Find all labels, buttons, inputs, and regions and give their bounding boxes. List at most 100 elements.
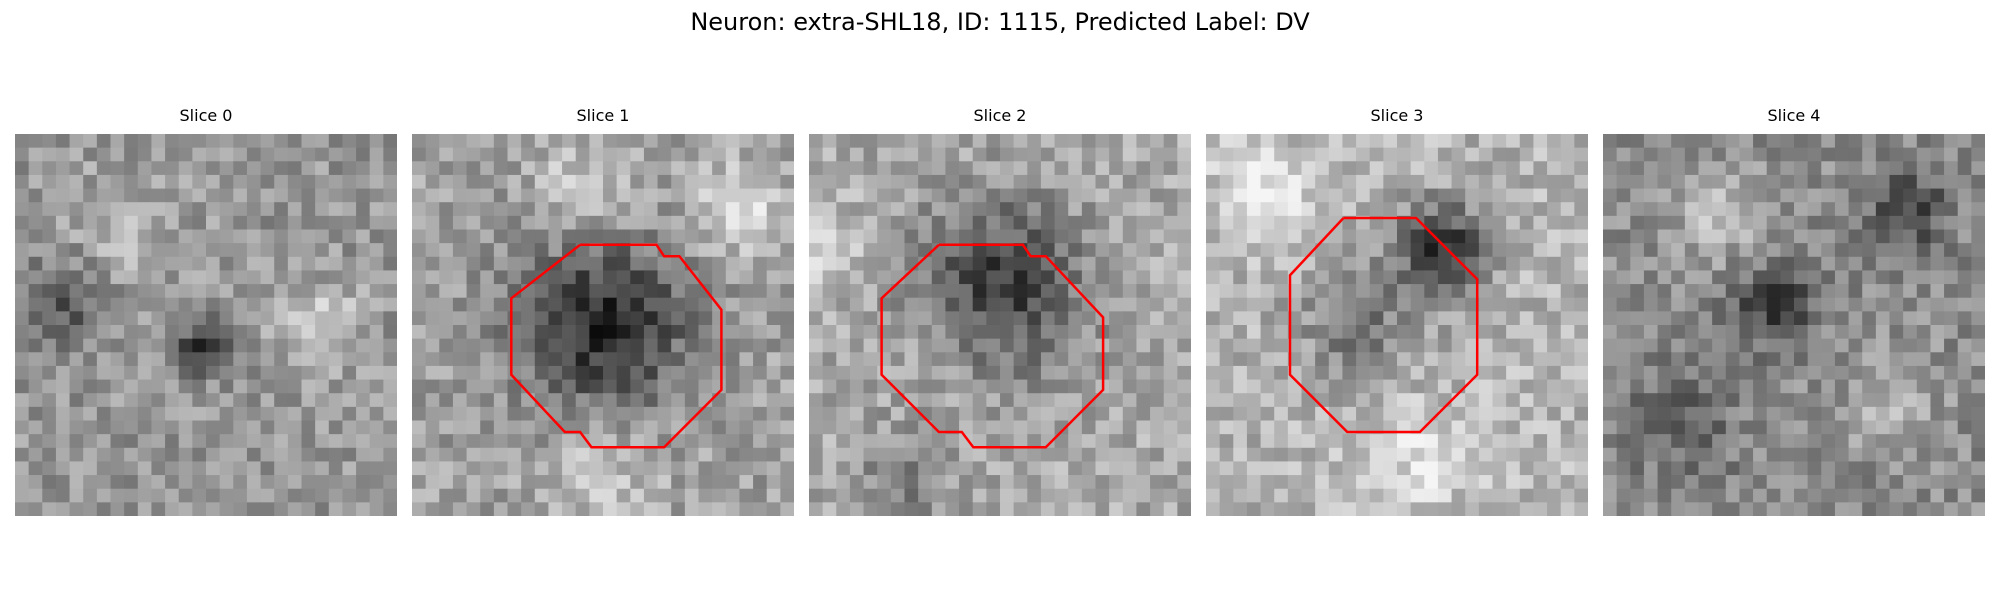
- pixel-cell: [1657, 325, 1672, 340]
- pixel-cell: [1410, 134, 1425, 149]
- pixel-cell: [1095, 502, 1110, 516]
- pixel-cell: [1533, 229, 1548, 244]
- pixel-cell: [1753, 270, 1768, 285]
- pixel-cell: [233, 229, 248, 244]
- pixel-cell: [1916, 338, 1932, 353]
- pixel-cell: [1547, 338, 1562, 353]
- pixel-cell: [630, 243, 645, 258]
- pixel-cell: [83, 174, 98, 190]
- pixel-cell: [124, 188, 139, 203]
- pixel-cell: [548, 202, 563, 217]
- pixel-cell: [712, 134, 727, 149]
- pixel-cell: [83, 243, 98, 258]
- pixel-cell: [1889, 406, 1904, 422]
- pixel-cell: [822, 475, 837, 490]
- pixel-cell: [1875, 188, 1891, 203]
- pixel-cell: [1287, 461, 1303, 476]
- pixel-cell: [96, 338, 112, 353]
- pixel-cell: [1712, 256, 1727, 272]
- pixel-cell: [1068, 256, 1083, 272]
- pixel-cell: [1725, 270, 1741, 285]
- pixel-cell: [1397, 284, 1412, 299]
- pixel-cell: [1027, 475, 1042, 490]
- pixel-cell: [493, 488, 509, 503]
- pixel-cell: [110, 393, 125, 408]
- pixel-cell: [822, 256, 837, 272]
- pixel-cell: [1136, 188, 1151, 203]
- pixel-cell: [96, 393, 112, 408]
- pixel-cell: [931, 256, 947, 272]
- pixel-cell: [671, 297, 686, 312]
- pixel-cell: [1287, 488, 1303, 503]
- pixel-cell: [1013, 270, 1028, 285]
- pixel-cell: [1081, 325, 1097, 340]
- pixel-cell: [55, 325, 71, 340]
- pixel-cell: [1109, 502, 1124, 516]
- pixel-cell: [918, 202, 933, 217]
- pixel-cell: [534, 147, 550, 162]
- pixel-cell: [1054, 379, 1069, 394]
- pixel-cell: [809, 147, 824, 162]
- pixel-cell: [1889, 379, 1904, 394]
- pixel-cell: [1027, 161, 1042, 176]
- pixel-cell: [1465, 202, 1480, 217]
- pixel-cell: [766, 174, 781, 190]
- pixel-cell: [1574, 406, 1588, 422]
- pixel-cell: [369, 174, 384, 190]
- pixel-cell: [698, 243, 713, 258]
- pixel-cell: [972, 202, 987, 217]
- pixel-cell: [863, 202, 878, 217]
- pixel-cell: [1780, 393, 1795, 408]
- pixel-cell: [1603, 461, 1618, 476]
- pixel-cell: [986, 379, 1001, 394]
- pixel-cell: [1657, 338, 1672, 353]
- pixel-cell: [698, 270, 713, 285]
- pixel-cell: [1533, 134, 1548, 149]
- pixel-cell: [452, 325, 468, 340]
- pixel-cell: [1671, 406, 1686, 422]
- pixel-cell: [1944, 284, 1959, 299]
- pixel-cell: [1260, 188, 1275, 203]
- pixel-cell: [1109, 270, 1124, 285]
- pixel-cell: [1424, 434, 1439, 449]
- pixel-cell: [1684, 447, 1700, 463]
- pixel-cell: [233, 352, 248, 367]
- pixel-cell: [1163, 406, 1178, 422]
- pixel-cell: [1246, 311, 1262, 326]
- pixel-cell: [1246, 475, 1262, 490]
- pixel-cell: [822, 338, 837, 353]
- pixel-cell: [1465, 270, 1480, 285]
- pixel-cell: [904, 475, 919, 490]
- pixel-cell: [1630, 147, 1645, 162]
- pixel-cell: [1437, 311, 1453, 326]
- pixel-cell: [1000, 161, 1015, 176]
- pixel-cell: [480, 134, 495, 149]
- pixel-cell: [1219, 379, 1234, 394]
- pixel-cell: [1671, 284, 1686, 299]
- pixel-cell: [233, 174, 248, 190]
- pixel-cell: [383, 134, 397, 149]
- pixel-cell: [124, 325, 139, 340]
- pixel-cell: [1177, 215, 1191, 231]
- pixel-cell: [1547, 420, 1562, 435]
- pixel-cell: [931, 229, 947, 244]
- pixel-cell: [439, 134, 454, 149]
- pixel-cell: [1780, 270, 1795, 285]
- pixel-cell: [671, 406, 686, 422]
- pixel-cell: [1930, 174, 1945, 190]
- pixel-cell: [1698, 243, 1713, 258]
- pixel-cell: [219, 447, 234, 463]
- pixel-cell: [15, 352, 30, 367]
- pixel-cell: [1095, 215, 1110, 231]
- pixel-cell: [1794, 297, 1809, 312]
- pixel-cell: [575, 147, 590, 162]
- pixel-cell: [589, 475, 604, 490]
- pixel-cell: [178, 243, 193, 258]
- pixel-cell: [1794, 202, 1809, 217]
- pixel-cell: [1930, 488, 1945, 503]
- pixel-cell: [863, 311, 878, 326]
- pixel-cell: [1274, 365, 1289, 381]
- slice-title-2: Slice 2: [973, 106, 1027, 125]
- pixel-cell: [1206, 297, 1221, 312]
- pixel-cell: [1095, 202, 1110, 217]
